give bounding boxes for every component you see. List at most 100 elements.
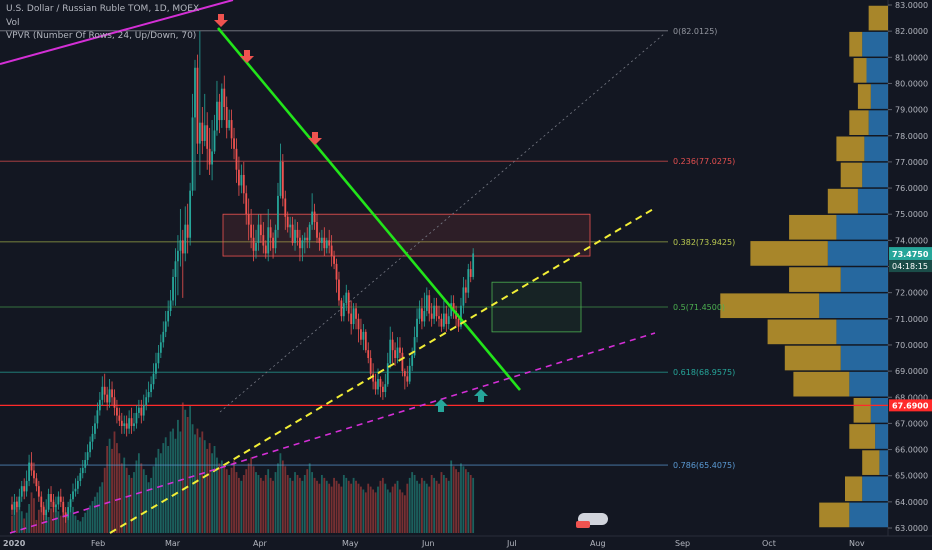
candle-body: [218, 101, 221, 121]
volume-bar: [96, 492, 99, 533]
candle-body: [45, 509, 48, 515]
candle-body: [74, 488, 77, 492]
candle-body: [67, 507, 70, 518]
candle-body: [52, 501, 55, 508]
candle-body: [447, 316, 450, 325]
candle-body: [15, 501, 18, 508]
candle-body: [59, 496, 62, 502]
volume-bar: [74, 515, 77, 533]
volume-bar: [206, 448, 209, 533]
candle-body: [399, 347, 401, 353]
volume-bar: [442, 475, 445, 533]
countdown-tag: [889, 260, 932, 273]
vpvr-indicator-label[interactable]: VPVR (Number Of Rows, 24, Up/Down, 70): [6, 31, 197, 41]
volume-bar: [152, 466, 155, 533]
candle-body: [157, 352, 160, 364]
vpvr-down-bar: [793, 371, 850, 397]
candle-body: [342, 303, 345, 317]
volume-bar: [167, 446, 170, 533]
volume-indicator-label[interactable]: Vol: [6, 18, 20, 28]
candle-body: [169, 300, 172, 311]
volume-bar: [57, 511, 60, 533]
y-tick-label: 72.0000: [895, 289, 928, 298]
volume-bar: [191, 424, 194, 533]
candle-body: [389, 339, 392, 364]
candle-body: [91, 433, 94, 442]
y-tick-label: 69.0000: [895, 367, 928, 376]
candle-body: [379, 378, 382, 387]
candle-body: [235, 148, 238, 170]
candle-body: [177, 250, 179, 262]
volume-bar: [62, 504, 65, 533]
candle-body: [130, 418, 133, 427]
volume-bar: [286, 475, 289, 533]
candle-body: [472, 253, 475, 277]
vpvr-up-bar: [836, 214, 888, 240]
candle-body: [360, 329, 362, 340]
candle-body: [274, 229, 277, 249]
vpvr-down-bar: [750, 241, 828, 266]
volume-bar: [384, 483, 387, 533]
vpvr-up-bar: [840, 267, 888, 292]
candle-body: [294, 229, 296, 243]
volume-bar: [313, 477, 316, 533]
candle-body: [133, 423, 135, 427]
volume-bar: [59, 515, 62, 533]
volume-bar: [411, 472, 414, 533]
candle-body: [216, 101, 218, 131]
volume-bar: [30, 492, 33, 533]
vpvr-up-bar: [862, 476, 888, 502]
y-tick-label: 66.0000: [895, 446, 928, 455]
volume-bar: [438, 483, 440, 533]
x-tick-label: Oct: [762, 539, 776, 548]
candle-body: [76, 480, 79, 489]
candle-body: [462, 287, 465, 306]
candle-body: [145, 397, 148, 406]
candle-body: [394, 350, 396, 359]
volume-bar: [164, 437, 167, 533]
candle-body: [413, 337, 416, 356]
volume-bar: [23, 518, 26, 533]
volume-bar: [33, 498, 35, 533]
y-tick-label: 81.0000: [895, 53, 928, 62]
volume-bar: [259, 477, 262, 533]
candle-body: [84, 460, 87, 468]
candle-body: [111, 389, 113, 398]
candle-body: [338, 279, 340, 301]
volume-bar: [291, 480, 294, 533]
volume-bar: [208, 443, 211, 533]
candle-body: [416, 318, 418, 338]
volume-bar: [318, 483, 321, 533]
volume-bar: [406, 483, 409, 533]
volume-bar: [389, 492, 392, 533]
candle-body: [438, 316, 440, 319]
fib-level-label: 0.236(77.0275): [673, 157, 735, 166]
candle-body: [223, 88, 226, 107]
candle-body: [94, 423, 96, 434]
volume-bar: [347, 480, 350, 533]
x-tick-label: May: [342, 539, 359, 548]
volume-bar: [345, 477, 348, 533]
candle-body: [30, 462, 33, 471]
volume-bar: [452, 466, 455, 533]
volume-bar: [369, 486, 372, 533]
volume-bar: [159, 453, 162, 533]
volume-bar: [145, 475, 148, 533]
volume-bar: [386, 489, 389, 533]
y-tick-label: 64.0000: [895, 498, 928, 507]
candle-body: [167, 310, 170, 322]
candle-body: [42, 507, 45, 515]
y-tick-label: 83.0000: [895, 1, 928, 10]
volume-bar: [289, 477, 292, 533]
volume-bar: [299, 477, 301, 533]
candle-body: [345, 292, 348, 304]
vpvr-up-bar: [875, 424, 888, 449]
volume-bar: [367, 483, 370, 533]
candle-body: [350, 313, 353, 325]
vpvr-down-bar: [836, 136, 865, 162]
candle-body: [174, 261, 177, 277]
volume-bar: [377, 486, 379, 533]
candle-body: [469, 269, 472, 277]
